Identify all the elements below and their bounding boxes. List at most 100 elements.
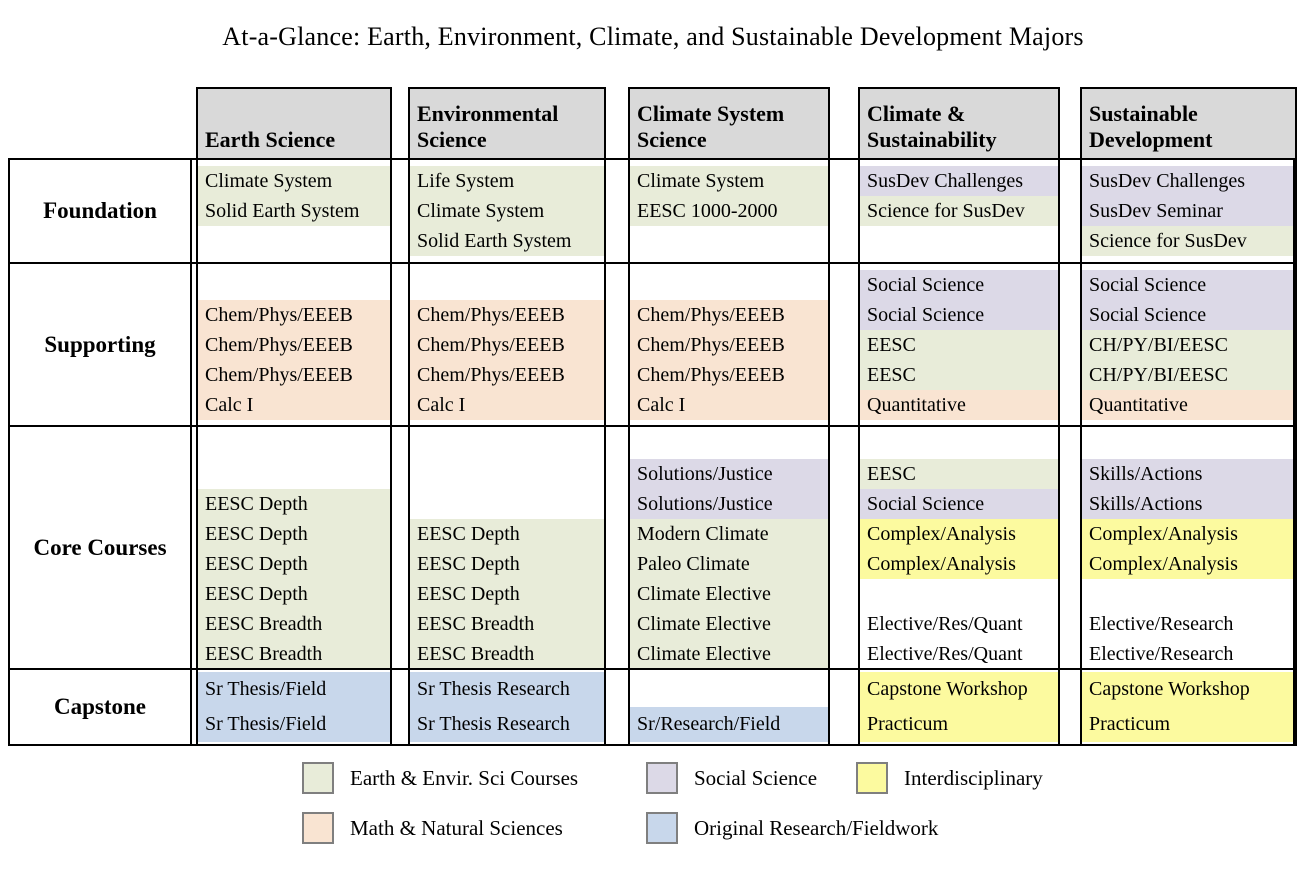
column-header-label: Climate System Science: [637, 101, 785, 152]
row-band-core-courses: Core Courses EESC Depth EESC Depth EESC Dep…: [8, 425, 1297, 668]
course-line: EESC: [860, 459, 1058, 489]
course-line: Chem/Phys/EEEB: [630, 300, 828, 330]
table-cell: SusDev Challenges Science for SusDev: [858, 160, 1060, 262]
course-line: Solid Earth System: [410, 226, 604, 256]
course-line: Elective/Res/Quant: [867, 643, 1023, 665]
table-cell: SusDev Challenges SusDev Seminar Science f…: [1080, 160, 1295, 262]
blank-line: [1082, 579, 1293, 609]
course-line: EESC: [860, 360, 1058, 390]
course-line: EESC: [860, 330, 1058, 360]
course-line: Science for SusDev: [860, 196, 1058, 226]
table-cell: Social Science Social Science EESC EESC Quan…: [858, 264, 1060, 425]
course-line: Life System: [410, 166, 604, 196]
legend-item: Earth & Envir. Sci Courses: [302, 762, 578, 794]
legend-label: Social Science: [694, 765, 818, 790]
table-cell: Skills/Actions Skills/Actions Complex/Anal…: [1080, 427, 1295, 668]
blank-line: [1082, 429, 1293, 459]
course-line: Sr Thesis/Field: [198, 707, 390, 742]
course-line: Climate Elective: [630, 609, 828, 639]
course-line: Complex/Analysis: [1082, 519, 1293, 549]
table-cell: Climate System EESC 1000-2000: [628, 160, 830, 262]
blank-line: [410, 429, 604, 459]
course-line: Social Science: [860, 489, 1058, 519]
course-line: Calc I: [630, 390, 828, 420]
row-band-supporting: Supporting Chem/Phys/EEEB Chem/Phys/EEEB Ch…: [8, 262, 1297, 425]
column-header-label: Climate & Sustainability: [867, 101, 997, 152]
legend-item: Social Science: [646, 762, 817, 794]
course-line: Sr Thesis Research: [410, 707, 604, 742]
row-band-capstone: Capstone Sr Thesis/Field Sr Thesis/Field Sr…: [8, 668, 1297, 746]
row-label: Supporting: [10, 264, 192, 425]
legend-swatch: [856, 762, 888, 794]
course-line: Solutions/Justice: [630, 459, 828, 489]
page-title: At-a-Glance: Earth, Environment, Climate…: [222, 22, 1084, 51]
blank-line: [198, 459, 390, 489]
course-line: Chem/Phys/EEEB: [198, 300, 390, 330]
course-line: Quantitative: [860, 390, 1058, 420]
legend-swatch: [302, 812, 334, 844]
column-header: Sustainable Development: [1080, 87, 1297, 160]
course-line: EESC Breadth: [410, 639, 604, 668]
course-line: Climate Elective: [630, 579, 828, 609]
course-line: Practicum: [860, 707, 1058, 742]
course-line: EESC Depth: [410, 579, 604, 609]
column-header: Climate & Sustainability: [858, 87, 1060, 160]
course-line: Social Science: [1082, 300, 1293, 330]
course-line: Climate Elective: [630, 639, 828, 668]
column-header: Environmental Science: [408, 87, 606, 160]
course-line: Climate System: [630, 166, 828, 196]
blank-line: [630, 429, 828, 459]
course-line: Calc I: [198, 390, 390, 420]
column-header-label: Sustainable Development: [1089, 101, 1213, 152]
course-line: Chem/Phys/EEEB: [630, 360, 828, 390]
legend-label: Earth & Envir. Sci Courses: [350, 765, 579, 790]
course-line: Skills/Actions: [1082, 459, 1293, 489]
table-cell: Sr/Research/Field: [628, 670, 830, 744]
course-line: EESC Depth: [410, 549, 604, 579]
course-line: Chem/Phys/EEEB: [410, 360, 604, 390]
blank-line: [410, 489, 604, 519]
course-line: EESC Depth: [198, 489, 390, 519]
course-line: SusDev Seminar: [1082, 196, 1293, 226]
course-line: Complex/Analysis: [860, 519, 1058, 549]
legend-item: Math & Natural Sciences: [302, 812, 563, 844]
course-line: Complex/Analysis: [1082, 549, 1293, 579]
blank-line: [410, 270, 604, 300]
table-cell: Chem/Phys/EEEB Chem/Phys/EEEB Chem/Phys/EE…: [628, 264, 830, 425]
course-line: EESC Breadth: [198, 609, 390, 639]
course-line: Skills/Actions: [1082, 489, 1293, 519]
table-cell: Capstone Workshop Practicum: [1080, 670, 1295, 744]
course-line: Elective/Research: [1089, 613, 1234, 635]
row-label: Foundation: [10, 160, 192, 262]
course-line: Practicum: [1082, 707, 1293, 742]
table-cell: EESC Depth EESC Depth EESC Depth EESC Bread…: [408, 427, 606, 668]
course-line: SusDev Challenges: [1082, 166, 1293, 196]
blank-line: [410, 459, 604, 489]
course-line: Chem/Phys/EEEB: [630, 330, 828, 360]
blank-line: [860, 429, 1058, 459]
course-line: Capstone Workshop: [1082, 672, 1293, 707]
course-line: Social Science: [1082, 270, 1293, 300]
course-line: EESC Breadth: [410, 609, 604, 639]
course-line: CH/PY/BI/EESC: [1082, 360, 1293, 390]
table-cell: Climate System Solid Earth System: [196, 160, 392, 262]
blank-line: [198, 429, 390, 459]
table-cell: Chem/Phys/EEEB Chem/Phys/EEEB Chem/Phys/EE…: [196, 264, 392, 425]
course-line: CH/PY/BI/EESC: [1082, 330, 1293, 360]
course-line: Solid Earth System: [198, 196, 390, 226]
course-line: Climate System: [198, 166, 390, 196]
course-line: Social Science: [860, 270, 1058, 300]
course-line: Elective/Res/Quant: [867, 613, 1023, 635]
blank-line: [630, 270, 828, 300]
legend-swatch: [646, 812, 678, 844]
table-cell: Sr Thesis Research Sr Thesis Research: [408, 670, 606, 744]
column-header-label: Earth Science: [205, 127, 336, 152]
course-line: Chem/Phys/EEEB: [410, 330, 604, 360]
column-header: Climate System Science: [628, 87, 830, 160]
table-cell: Sr Thesis/Field Sr Thesis/Field: [196, 670, 392, 744]
legend-label: Original Research/Fieldwork: [694, 815, 939, 840]
legend-label: Interdisciplinary: [904, 765, 1043, 790]
table-cell: EESC Depth EESC Depth EESC Depth EESC Depth…: [196, 427, 392, 668]
row-band-foundation: Foundation Climate System Solid Earth Syst…: [8, 158, 1297, 262]
